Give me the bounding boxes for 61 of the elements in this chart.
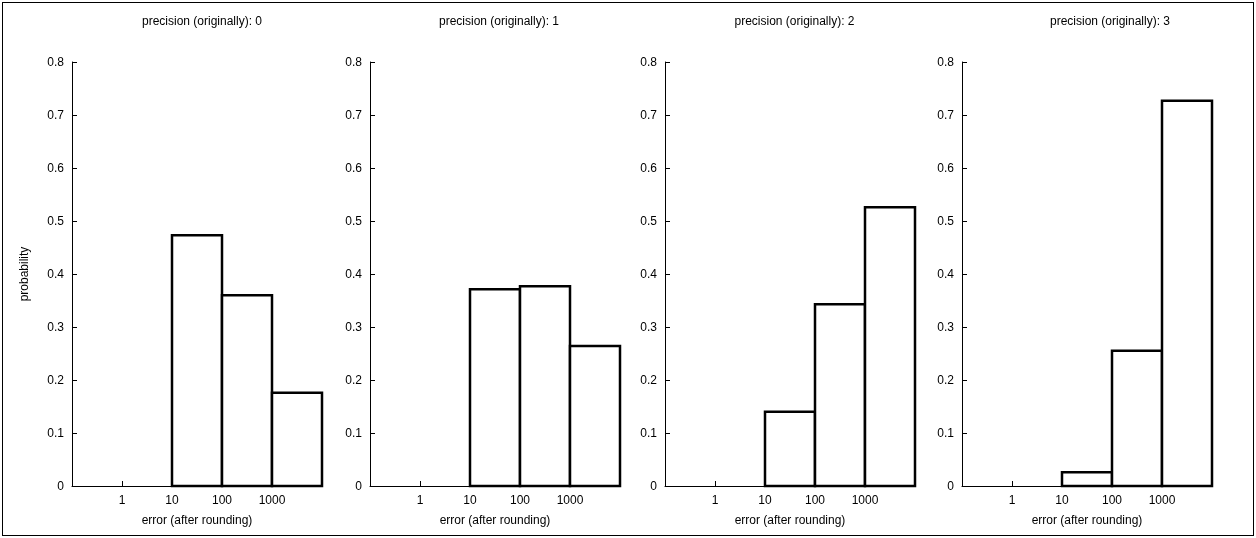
- x-tick-label: 1000: [1148, 493, 1176, 507]
- y-tick-label: 0.5: [937, 214, 955, 228]
- x-tick-label: 1000: [258, 493, 286, 507]
- y-tick-label: 0.3: [937, 320, 955, 334]
- y-tick-label: 0.7: [640, 108, 658, 122]
- chart-title: precision (originally): 3: [1049, 14, 1171, 28]
- y-tick-label: 0.1: [937, 426, 955, 440]
- y-tick-label: 0.2: [345, 373, 363, 387]
- x-tick-label: 1000: [851, 493, 879, 507]
- y-tick-label: 0.6: [345, 161, 363, 175]
- x-axis-title: error (after rounding): [1031, 513, 1143, 527]
- y-tick-label: 0.2: [640, 373, 658, 387]
- y-tick-label: 0.8: [345, 55, 363, 69]
- x-tick-label: 1: [1008, 493, 1016, 507]
- y-tick-label: 0.5: [47, 214, 65, 228]
- y-tick-label: 0.4: [345, 267, 363, 281]
- y-tick-label: 0.6: [640, 161, 658, 175]
- x-axis-title: error (after rounding): [141, 513, 253, 527]
- x-tick-label: 100: [211, 493, 233, 507]
- y-tick-label: 0.6: [937, 161, 955, 175]
- x-tick-label: 10: [165, 493, 179, 507]
- y-tick-label: 0.8: [640, 55, 658, 69]
- x-tick-label: 100: [1101, 493, 1123, 507]
- y-tick-label: 0.4: [937, 267, 955, 281]
- y-tick-label: 0.4: [47, 267, 65, 281]
- y-tick-label: 0.1: [640, 426, 658, 440]
- y-tick-label: 0: [355, 479, 363, 493]
- x-tick-label: 10: [463, 493, 477, 507]
- y-tick-label: 0.3: [640, 320, 658, 334]
- y-tick-label: 0.7: [345, 108, 363, 122]
- chart-title: precision (originally): 0: [141, 14, 263, 28]
- y-tick-label: 0.6: [47, 161, 65, 175]
- y-tick-label: 0.7: [47, 108, 65, 122]
- y-tick-label: 0.2: [937, 373, 955, 387]
- y-tick-label: 0.2: [47, 373, 65, 387]
- y-tick-label: 0.1: [47, 426, 65, 440]
- y-tick-label: 0.5: [640, 214, 658, 228]
- y-tick-label: 0: [947, 479, 955, 493]
- y-tick-label: 0: [57, 479, 65, 493]
- y-tick-label: 0.8: [937, 55, 955, 69]
- x-tick-label: 1000: [556, 493, 584, 507]
- y-tick-label: 0.1: [345, 426, 363, 440]
- y-tick-label: 0.7: [937, 108, 955, 122]
- x-tick-label: 1: [416, 493, 424, 507]
- y-tick-label: 0.3: [47, 320, 65, 334]
- y-axis-title: probability: [17, 246, 31, 302]
- y-tick-label: 0.4: [640, 267, 658, 281]
- x-axis-title: error (after rounding): [439, 513, 551, 527]
- y-tick-label: 0.5: [345, 214, 363, 228]
- chart-title: precision (originally): 1: [438, 14, 560, 28]
- x-tick-label: 1: [711, 493, 719, 507]
- y-tick-label: 0.8: [47, 55, 65, 69]
- x-tick-label: 10: [1055, 493, 1069, 507]
- x-tick-label: 100: [804, 493, 826, 507]
- x-tick-label: 10: [758, 493, 772, 507]
- x-tick-label: 100: [509, 493, 531, 507]
- x-axis-title: error (after rounding): [734, 513, 846, 527]
- y-tick-label: 0: [650, 479, 658, 493]
- chart-title: precision (originally): 2: [734, 14, 855, 28]
- y-tick-label: 0.3: [345, 320, 363, 334]
- x-tick-label: 1: [118, 493, 126, 507]
